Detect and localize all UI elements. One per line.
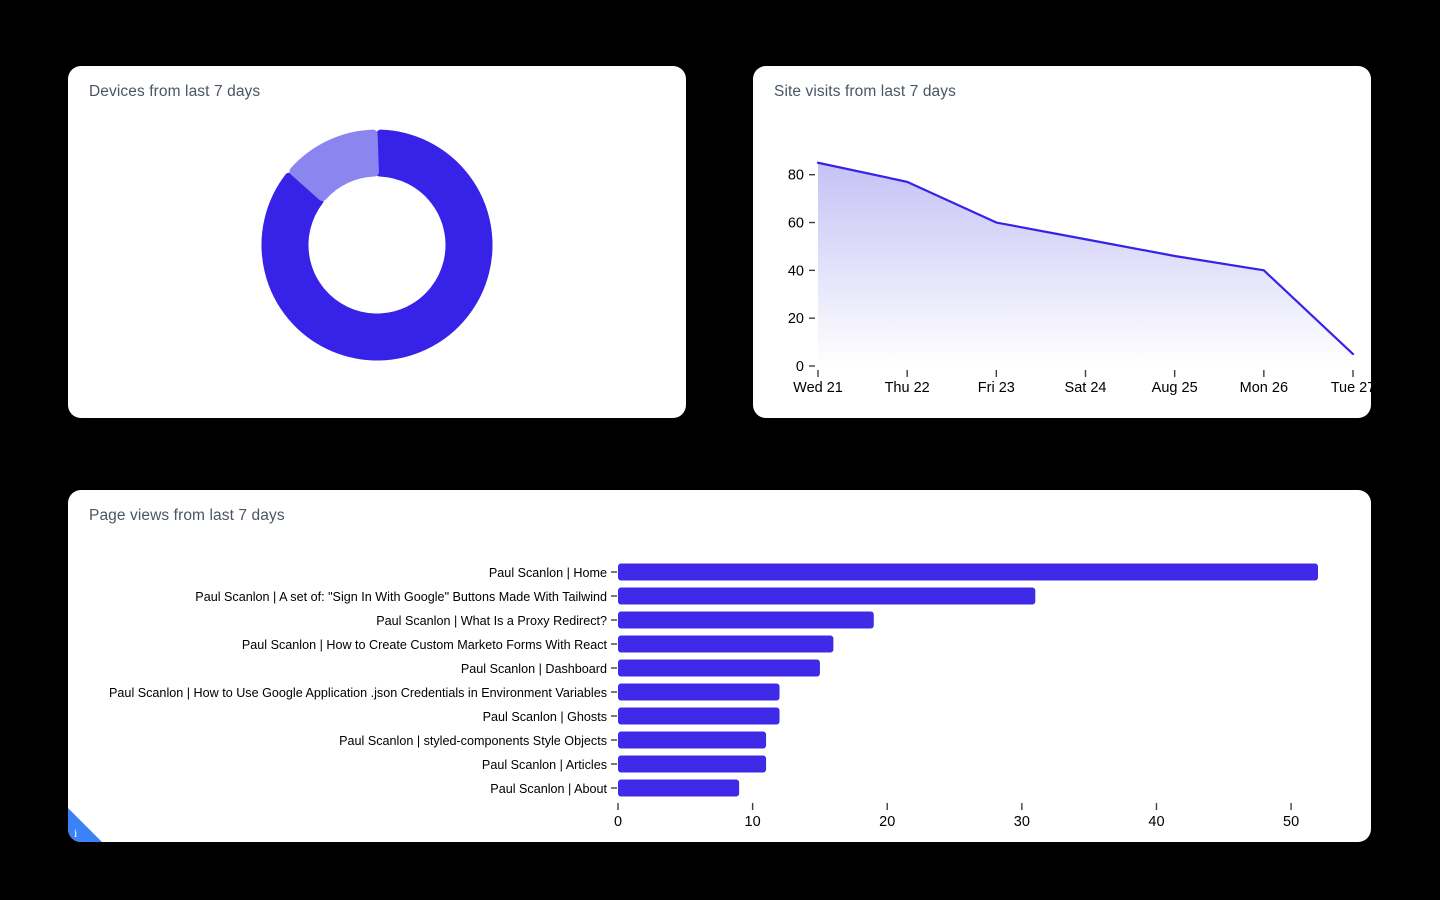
x-axis-tick-label: Mon 26 bbox=[1240, 380, 1288, 396]
bar[interactable] bbox=[618, 731, 767, 749]
x-axis-tick-label: Fri 23 bbox=[978, 380, 1015, 396]
devices-card: Devices from last 7 days desktopmobileta… bbox=[68, 66, 686, 418]
bar-category-label: Paul Scanlon | Articles bbox=[482, 758, 607, 772]
bar-category-label: Paul Scanlon | A set of: "Sign In With G… bbox=[195, 590, 607, 604]
x-axis-tick-label: Sat 24 bbox=[1065, 380, 1107, 396]
bar[interactable] bbox=[618, 779, 740, 797]
x-axis-tick-label: Thu 22 bbox=[885, 380, 930, 396]
bar-category-label: Paul Scanlon | styled-components Style O… bbox=[339, 734, 607, 748]
x-axis-tick-label: 30 bbox=[1014, 814, 1030, 830]
x-axis-tick-label: 10 bbox=[745, 814, 761, 830]
y-axis-tick-label: 40 bbox=[788, 263, 804, 279]
bar-category-label: Paul Scanlon | Home bbox=[489, 566, 607, 580]
bar[interactable] bbox=[618, 563, 1318, 581]
devices-donut-chart bbox=[68, 121, 686, 369]
y-axis-tick-label: 60 bbox=[788, 216, 804, 232]
x-axis-tick-label: Wed 21 bbox=[793, 380, 843, 396]
donut-segment-mobile[interactable] bbox=[289, 129, 379, 202]
area-fill bbox=[818, 162, 1353, 366]
y-axis-tick-label: 0 bbox=[796, 359, 804, 375]
info-badge-label: i bbox=[74, 826, 78, 840]
page-views-card-title: Page views from last 7 days bbox=[89, 507, 285, 524]
bar-category-label: Paul Scanlon | How to Use Google Applica… bbox=[109, 686, 607, 700]
bar[interactable] bbox=[618, 755, 767, 773]
x-axis-tick-label: 50 bbox=[1283, 814, 1299, 830]
bar-category-label: Paul Scanlon | Dashboard bbox=[461, 662, 607, 676]
bar[interactable] bbox=[618, 683, 780, 701]
bar[interactable] bbox=[618, 611, 874, 629]
bar[interactable] bbox=[618, 659, 820, 677]
x-axis-tick-label: 20 bbox=[879, 814, 895, 830]
y-axis-tick-label: 20 bbox=[788, 311, 804, 327]
page-views-card: Page views from last 7 days Paul Scanlon… bbox=[68, 490, 1371, 842]
y-axis-tick-label: 80 bbox=[788, 168, 804, 184]
bar-category-label: Paul Scanlon | What Is a Proxy Redirect? bbox=[376, 614, 607, 628]
bar[interactable] bbox=[618, 707, 780, 725]
page-views-bar-chart: Paul Scanlon | Home Paul Scanlon | A set … bbox=[109, 563, 1318, 830]
area-line bbox=[816, 161, 1355, 356]
x-axis-tick-label: Aug 25 bbox=[1152, 380, 1198, 396]
bar[interactable] bbox=[618, 587, 1036, 605]
site-visits-area-chart: 0 20 40 60 80 Wed 21 Thu 22 Fri 23 Sat 24 Aug 25 M… bbox=[788, 161, 1371, 396]
bar-category-label: Paul Scanlon | Ghosts bbox=[483, 710, 607, 724]
donut-svg bbox=[261, 129, 493, 361]
x-axis-tick-label: Tue 27 bbox=[1331, 380, 1371, 396]
devices-card-title: Devices from last 7 days bbox=[89, 83, 261, 100]
bar-category-label: Paul Scanlon | About bbox=[490, 782, 607, 796]
x-axis-tick-label: 40 bbox=[1148, 814, 1164, 830]
site-visits-card: Site visits from last 7 days 0 20 40 60 80 We… bbox=[753, 66, 1371, 418]
bar-category-label: Paul Scanlon | How to Create Custom Mark… bbox=[242, 638, 608, 652]
bar[interactable] bbox=[618, 635, 834, 653]
site-visits-card-title: Site visits from last 7 days bbox=[774, 83, 956, 100]
donut-segment-desktop[interactable] bbox=[261, 129, 493, 361]
x-axis-tick-label: 0 bbox=[614, 814, 622, 830]
info-triangle-icon bbox=[68, 808, 102, 842]
info-badge[interactable]: i bbox=[68, 808, 102, 842]
